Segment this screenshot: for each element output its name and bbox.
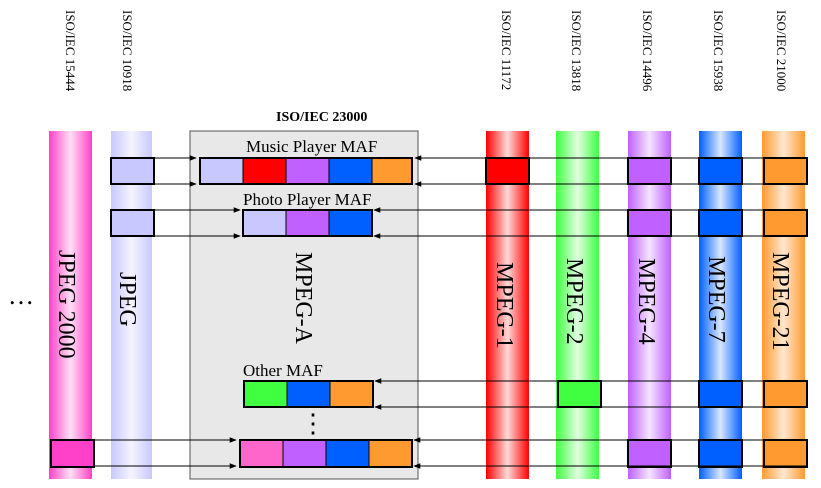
photo-maf-jpeg-cell [242, 209, 287, 237]
iso13818-label: ISO/IEC 13818 [569, 10, 584, 91]
mpeg2-name: MPEG-2 [561, 258, 587, 345]
mpeg-a-box [189, 130, 419, 480]
mpeg4-column [628, 131, 671, 479]
jpeg2000-name: JPEG 2000 [53, 250, 79, 359]
photo-maf-label: Photo Player MAF [243, 190, 371, 209]
mpeg7-name: MPEG-7 [703, 256, 729, 343]
iso11172-label: ISO/IEC 11172 [499, 10, 514, 90]
mpeg1-name: MPEG-1 [491, 262, 517, 349]
mpeg4-music-box [627, 157, 672, 185]
music-maf-mpeg7-cell [328, 157, 373, 185]
mpeg21-bottom-box [763, 439, 808, 468]
music-maf-row-outline [199, 157, 413, 185]
music-maf-mpeg21-cell [371, 157, 413, 185]
jpeg2000-bottom-box [50, 439, 95, 468]
jpeg-photo-box [110, 209, 155, 237]
mpeg4-name: MPEG-4 [633, 258, 659, 345]
mpeg7-column [699, 131, 742, 479]
photo-maf-mpeg7-cell [328, 209, 373, 237]
mpeg4-photo-box [627, 209, 672, 237]
mpeg7-music-box [698, 157, 743, 185]
mpeg7-photo-box [698, 209, 743, 237]
iso21000-label: ISO/IEC 21000 [774, 10, 789, 91]
other-maf-mpeg2-cell [243, 380, 288, 408]
photo-maf-row-outline [242, 209, 373, 237]
music-maf-mpeg1-cell [242, 157, 287, 185]
mpega-name: MPEG-A [290, 252, 316, 345]
other-maf-label: Other MAF [243, 361, 323, 380]
bottom-maf-row-outline [239, 439, 413, 468]
jpeg-name: JPEG [114, 272, 140, 327]
mpeg7-other-box [698, 380, 743, 408]
music-maf-jpeg-cell [199, 157, 244, 185]
mpeg21-other-box [763, 380, 808, 408]
jpeg-column [111, 131, 152, 479]
jpeg2000-column [49, 131, 92, 479]
mpeg21-photo-box [763, 209, 808, 237]
left-ellipsis: … [8, 281, 34, 310]
mpeg2-other-box [557, 380, 602, 408]
iso15938-label: ISO/IEC 15938 [711, 10, 726, 91]
mpeg21-column [762, 131, 805, 479]
music-maf-label: Music Player MAF [246, 137, 377, 156]
mpeg1-column [486, 131, 529, 479]
jpeg-music-box [110, 157, 155, 185]
iso10918-label: ISO/IEC 10918 [120, 10, 135, 91]
bottom-maf-mpeg4-cell [282, 439, 327, 468]
mpeg21-music-box [763, 157, 808, 185]
other-maf-row-outline [243, 380, 374, 408]
music-maf-mpeg4-cell [285, 157, 330, 185]
bottom-maf-jpeg2000-cell [239, 439, 284, 468]
iso15444-label: ISO/IEC 15444 [63, 10, 78, 92]
other-maf-mpeg7-cell [286, 380, 331, 408]
bottom-maf-mpeg7-cell [325, 439, 370, 468]
iso14496-label: ISO/IEC 14496 [640, 10, 655, 92]
mpeg4-bottom-box [627, 439, 672, 468]
photo-maf-mpeg4-cell [285, 209, 330, 237]
mpeg7-bottom-box [698, 439, 743, 468]
bottom-maf-mpeg21-cell [368, 439, 413, 468]
mpeg21-name: MPEG-21 [767, 252, 793, 351]
vertical-ellipsis: ⋮ [300, 409, 326, 438]
mpeg2-column [556, 131, 599, 479]
mpeg1-music-box [485, 157, 530, 185]
mpeg-a-standard-label: ISO/IEC 23000 [276, 110, 367, 125]
other-maf-mpeg21-cell [329, 380, 374, 408]
